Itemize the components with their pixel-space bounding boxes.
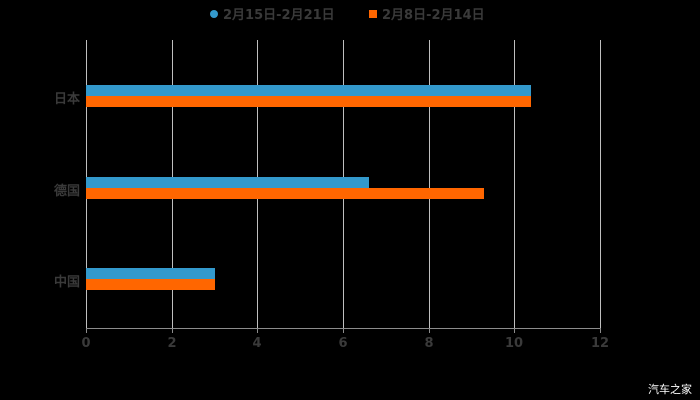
x-tick [257,328,258,333]
bar [86,188,485,199]
x-axis [86,328,601,329]
x-tick [600,328,601,333]
legend-item-series-1: 2月15日-2月21日 [210,4,335,23]
category-label: 日本 [53,92,80,107]
x-tick-label: 4 [252,336,262,351]
bar [86,279,215,290]
square-marker-icon [369,9,377,18]
category-label: 中国 [53,275,80,290]
legend-label: 2月15日-2月21日 [223,8,335,23]
x-tick-label: 10 [504,336,524,351]
bar [86,177,369,188]
legend: 2月15日-2月21日 2月8日-2月14日 [0,4,700,24]
x-tick-label: 6 [338,336,348,351]
x-tick [429,328,430,333]
x-tick [86,328,87,333]
bar [86,96,532,107]
legend-item-series-2: 2月8日-2月14日 [369,4,485,23]
watermark: 汽车之家 [648,383,692,396]
circle-marker-icon [210,9,218,18]
bar [86,85,532,96]
gridline [600,40,601,328]
x-tick-label: 8 [424,336,434,351]
x-tick [514,328,515,333]
gridline [429,40,430,328]
category-label: 德国 [53,184,80,199]
x-tick [343,328,344,333]
x-tick-label: 2 [167,336,177,351]
legend-label: 2月8日-2月14日 [382,8,485,23]
gridline [514,40,515,328]
x-tick [172,328,173,333]
x-tick-label: 0 [81,336,91,351]
x-tick-label: 12 [590,336,610,351]
bar [86,268,215,279]
